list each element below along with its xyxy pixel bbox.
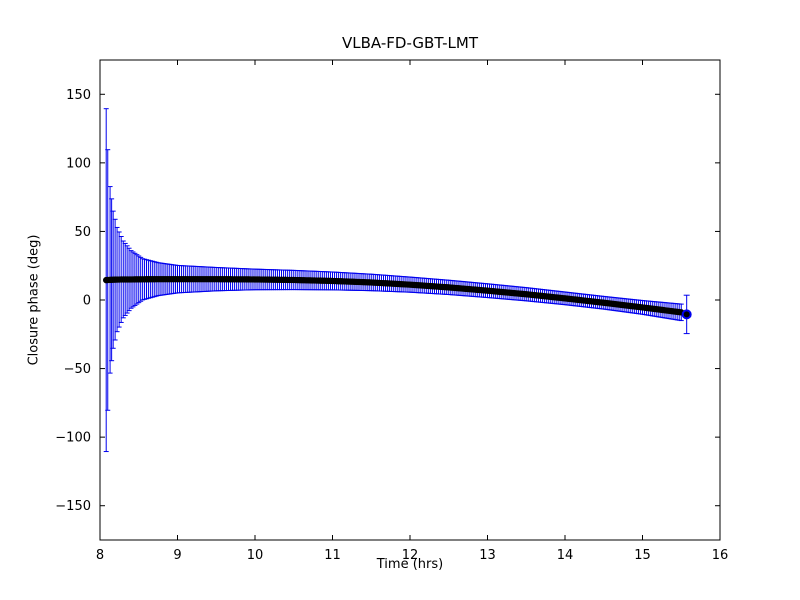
y-tick-label: 0: [83, 294, 91, 309]
y-tick-label: −150: [55, 499, 91, 514]
axes-frame: [99, 59, 721, 541]
x-tick-label: 16: [712, 548, 729, 563]
x-axis-label: Time (hrs): [376, 557, 444, 572]
x-tick-label: 15: [634, 548, 651, 563]
chart-title: VLBA-FD-GBT-LMT: [342, 34, 478, 52]
y-tick-label: 150: [66, 88, 91, 103]
outlier-point-core: [683, 311, 690, 318]
x-tick-label: 10: [247, 548, 264, 563]
y-tick-label: −100: [55, 431, 91, 446]
x-tick-label: 12: [402, 548, 419, 563]
data-markers: [103, 275, 685, 316]
x-tick-label: 14: [557, 548, 574, 563]
x-tick-label: 11: [324, 548, 341, 563]
y-tick-label: 100: [66, 156, 91, 171]
x-tick-label: 9: [173, 548, 181, 563]
y-tick-label: 50: [74, 225, 91, 240]
y-tick-label: −50: [64, 362, 91, 377]
x-tick-label: 13: [479, 548, 496, 563]
x-tick-label: 8: [96, 548, 104, 563]
